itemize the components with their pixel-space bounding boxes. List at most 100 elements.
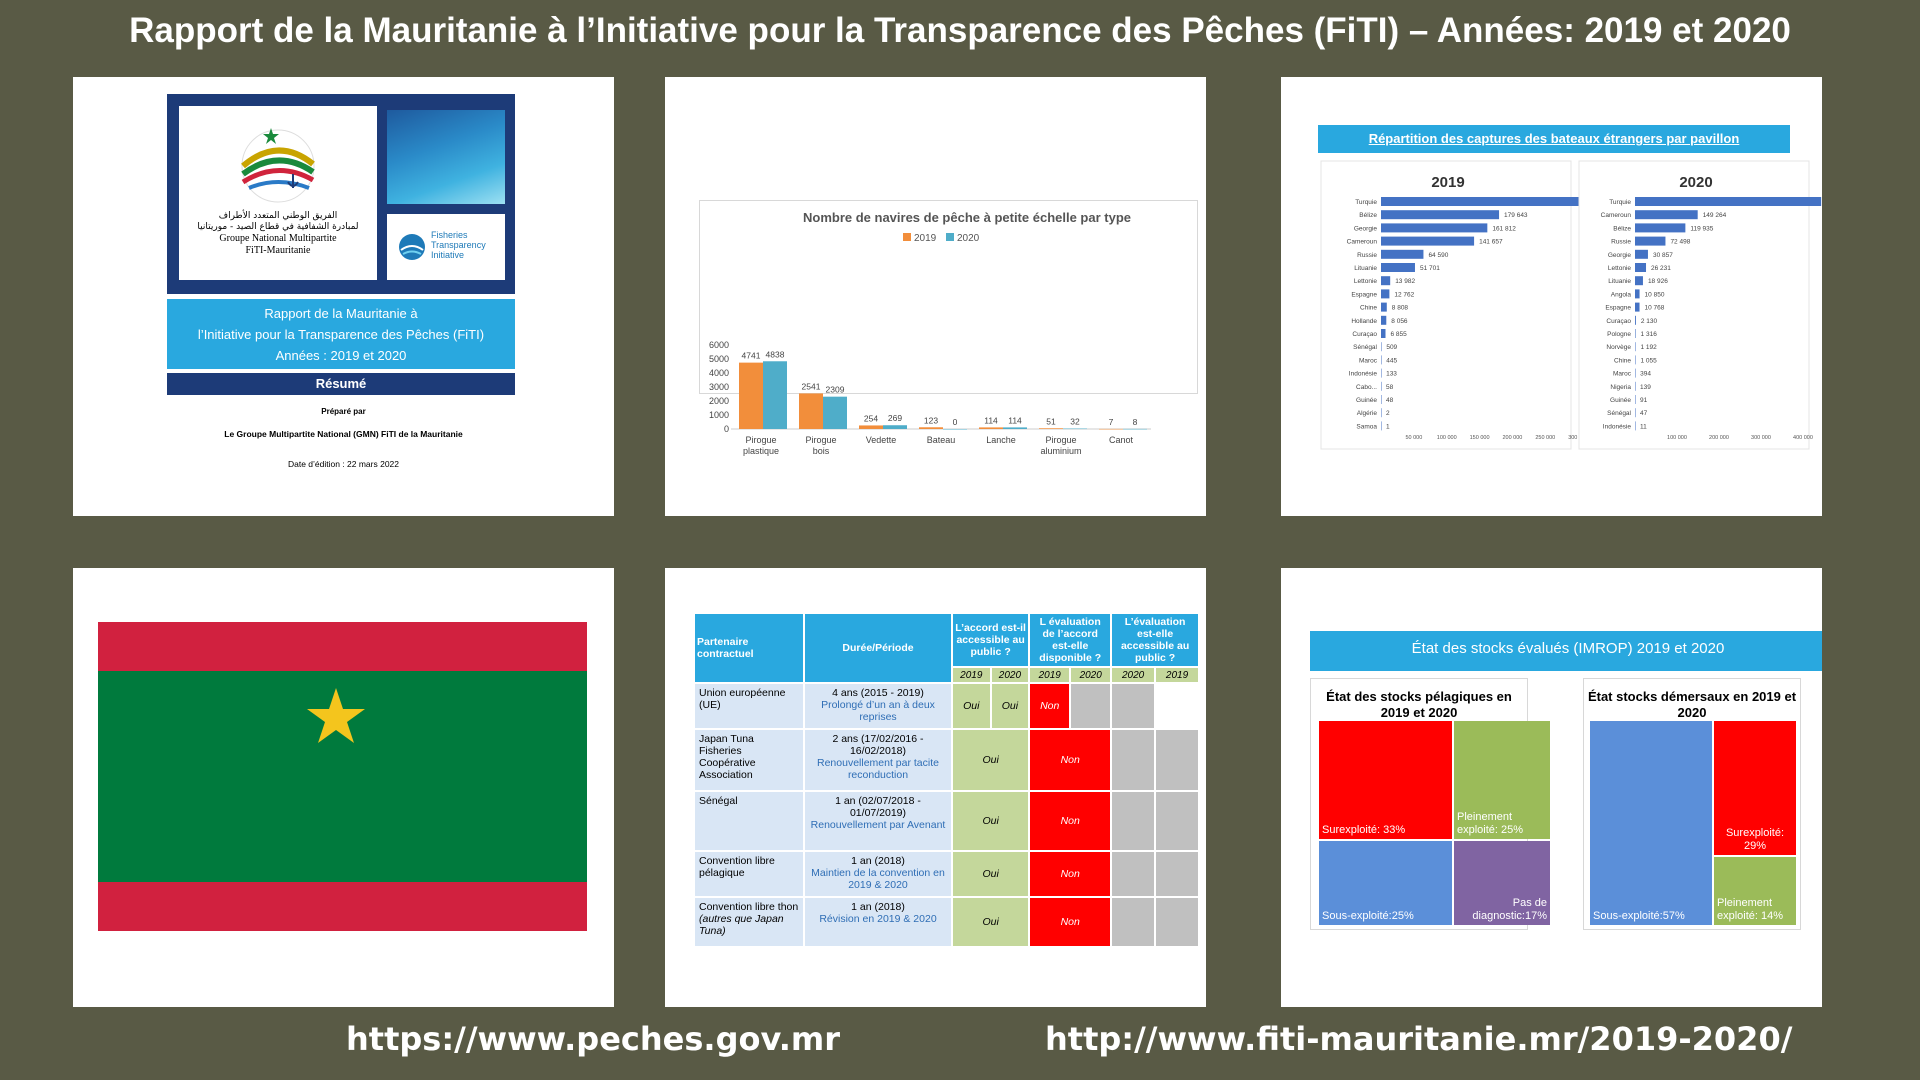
bar: [1039, 428, 1063, 429]
category-label: Nigeria: [1610, 384, 1631, 391]
bar: [1635, 408, 1636, 418]
category-label: Indonésie: [1603, 423, 1632, 430]
duration-cell: 4 ans (2015 - 2019) Prolongé d’un an à de…: [803, 682, 953, 730]
col-duration: Durée/Période: [803, 612, 953, 684]
x-tick-label: 200 000: [1709, 435, 1729, 441]
tile-label: Surexploité: 33%: [1322, 824, 1406, 836]
data-label: 179 643: [1504, 212, 1528, 219]
x-tick-label: Pirogue plastique: [743, 435, 779, 456]
category-label: Guinée: [1356, 397, 1377, 404]
y-tick-label: 3000: [709, 382, 729, 392]
fiti-text-3: Initiative: [431, 250, 465, 260]
data-label: 10 768: [1645, 305, 1665, 312]
year-header: 2019: [951, 666, 992, 684]
cover-title-line1: Rapport de la Mauritanie à: [264, 306, 418, 321]
status-cell: Oui: [989, 682, 1031, 730]
empty-cell: [1110, 850, 1157, 898]
org-name-1: Groupe National Multipartite: [219, 233, 337, 244]
demersal-treemap: État stocks démersaux en 2019 et 2020 So…: [1583, 678, 1801, 930]
tile-fully-exploited: Pleinement exploité: 25%: [1454, 721, 1550, 839]
pelagic-treemap: État des stocks pélagiques en 2019 et 20…: [1310, 678, 1550, 930]
catches-chart-panel[interactable]: Répartition des captures des bateaux étr…: [1281, 77, 1822, 516]
category-label: Russie: [1357, 252, 1377, 259]
empty-cell: [1154, 896, 1200, 948]
partner-cell: Convention libre thon (autres que Japan …: [693, 896, 805, 948]
agreements-panel[interactable]: Partenaire contractuel Durée/Période L’a…: [665, 568, 1206, 1007]
pelagic-title: État des stocks pélagiques en 2019 et 20…: [1326, 689, 1512, 720]
data-label: 509: [1386, 344, 1397, 351]
bar: [1381, 289, 1390, 299]
bar: [1381, 421, 1382, 431]
bar: [1635, 276, 1643, 286]
data-label: 1 055: [1640, 357, 1657, 364]
data-label: 1: [1386, 423, 1390, 430]
data-label: 1 192: [1641, 344, 1658, 351]
status-cell: Oui: [950, 896, 1031, 948]
status-cell: Oui: [950, 790, 1031, 852]
legend-swatch: [946, 233, 954, 241]
partner-note: (autres que Japan Tuna): [699, 913, 784, 937]
empty-cell: [1154, 850, 1200, 898]
vessels-chart-panel[interactable]: Nombre de navires de pêche à petite éche…: [665, 77, 1206, 516]
bar: [1635, 249, 1648, 259]
year-header: 2019: [1154, 666, 1200, 684]
stocks-panel[interactable]: État des stocks évalués (IMROP) 2019 et …: [1281, 568, 1822, 1007]
category-label: Georgie: [1354, 225, 1378, 232]
prepared-by-group: Le Groupe Multipartite National (GMN) Fi…: [224, 429, 463, 439]
tile-label: Sous-exploité:25%: [1322, 910, 1414, 922]
data-label: 6 855: [1391, 331, 1408, 338]
category-label: Curaçao: [1606, 318, 1631, 325]
duration-note: Révision en 2019 & 2020: [819, 913, 937, 925]
fiti-logo-icon: [399, 234, 425, 260]
report-cover-panel[interactable]: الفريق الوطني المتعدد الأطراف لمبادرة ال…: [73, 77, 614, 516]
x-tick-label: 200 000: [1502, 435, 1522, 441]
bar: [1381, 276, 1391, 286]
bar: [1099, 428, 1123, 430]
category-label: Cameroun: [1347, 239, 1378, 246]
bar: [919, 427, 943, 429]
bar: [1381, 302, 1387, 312]
category-label: Maroc: [1359, 357, 1378, 364]
empty-cell: [1154, 728, 1200, 792]
data-label: 18 926: [1648, 278, 1668, 285]
cover-title-band: Rapport de la Mauritanie à l’Initiative …: [167, 299, 515, 369]
bar: [1635, 197, 1822, 206]
tile-label: Pleinement exploité: 14%: [1717, 897, 1784, 922]
x-tick-label: Lanche: [986, 435, 1016, 445]
category-label: Algérie: [1357, 410, 1378, 417]
data-label: 10 850: [1645, 291, 1665, 298]
cover-title-line3: Années : 2019 et 2020: [275, 348, 407, 363]
data-label: 11: [1640, 423, 1647, 430]
table-row: Japan Tuna Fisheries Coopérative Associa…: [693, 728, 1200, 792]
legend-swatch: [903, 233, 911, 241]
x-tick-label: Pirogue aluminium: [1040, 435, 1081, 456]
data-label: 8 056: [1391, 318, 1408, 325]
bar: [1381, 408, 1382, 418]
category-label: Espagne: [1605, 305, 1631, 312]
flag-panel[interactable]: [73, 568, 614, 1007]
status-cell: Oui: [950, 850, 1031, 898]
flag-star-icon: [307, 688, 365, 743]
bar: [1381, 263, 1415, 272]
footer-link-peches[interactable]: https://www.peches.gov.mr: [346, 1020, 840, 1058]
category-label: Cameroun: [1601, 212, 1632, 219]
x-tick-label: 150 000: [1470, 435, 1490, 441]
status-cell: Oui: [951, 682, 992, 730]
bar: [1635, 421, 1636, 431]
bar: [1635, 315, 1636, 325]
y-tick-label: 0: [724, 424, 729, 434]
page-title: Rapport de la Mauritanie à l’Initiative …: [129, 11, 1791, 50]
footer-link-fiti[interactable]: http://www.fiti-mauritanie.mr/2019-2020/: [1045, 1020, 1793, 1058]
year-header: 2020: [1110, 666, 1157, 684]
partner-cell: Union européenne (UE): [693, 682, 805, 730]
category-label: Bélize: [1613, 225, 1631, 232]
status-cell: Non: [1028, 850, 1113, 898]
data-label: 4838: [766, 349, 785, 359]
data-label: 32: [1070, 417, 1080, 427]
bar: [1635, 210, 1698, 220]
y-tick-label: 5000: [709, 354, 729, 364]
category-label: Hollande: [1351, 318, 1377, 325]
duration-cell: 2 ans (17/02/2016 - 16/02/2018) Renouvell…: [803, 728, 953, 792]
data-label: 91: [1640, 397, 1648, 404]
demersal-title: État stocks démersaux en 2019 et 2020: [1587, 689, 1797, 720]
